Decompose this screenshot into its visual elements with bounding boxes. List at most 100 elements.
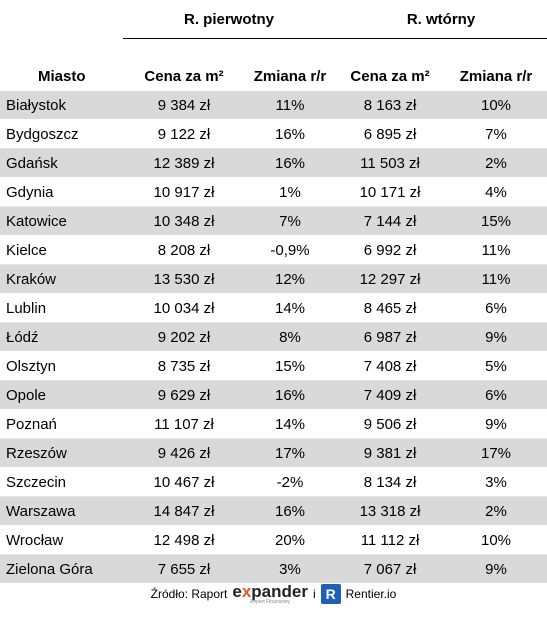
table-row: Zielona Góra 7 655 zł 3% 7 067 zł 9%	[0, 554, 547, 584]
city-cell: Poznań	[0, 409, 123, 439]
value-cell: 11%	[245, 91, 336, 120]
city-cell: Katowice	[0, 206, 123, 236]
table-row: Wrocław 12 498 zł 20% 11 112 zł 10%	[0, 525, 547, 555]
column-header: Zmiana r/r	[253, 68, 327, 85]
value-cell: 8 134 zł	[335, 467, 446, 497]
value-cell: 15%	[445, 206, 547, 236]
city-cell: Olsztyn	[0, 351, 123, 381]
price-table: R. pierwotny R. wtórny Miasto Cena za m² Z…	[0, 0, 547, 584]
value-cell: 9 506 zł	[335, 409, 446, 439]
table-row: Białystok 9 384 zł 11% 8 163 zł 10%	[0, 91, 547, 120]
table-row: Warszawa 14 847 zł 16% 13 318 zł 2%	[0, 496, 547, 526]
value-cell: 12 498 zł	[123, 525, 245, 555]
value-cell: 17%	[245, 438, 336, 468]
table-row: Rzeszów 9 426 zł 17% 9 381 zł 17%	[0, 438, 547, 468]
value-cell: 14%	[245, 409, 336, 439]
city-cell: Warszawa	[0, 496, 123, 526]
table-row: Kraków 13 530 zł 12% 12 297 zł 11%	[0, 264, 547, 294]
value-cell: 10 171 zł	[335, 177, 446, 207]
table-row: Bydgoszcz 9 122 zł 16% 6 895 zł 7%	[0, 119, 547, 149]
value-cell: 10 348 zł	[123, 206, 245, 236]
value-cell: 20%	[245, 525, 336, 555]
value-cell: 5%	[445, 351, 547, 381]
table-row: Łódź 9 202 zł 8% 6 987 zł 9%	[0, 322, 547, 352]
city-cell: Gdańsk	[0, 148, 123, 178]
column-header: Miasto	[38, 68, 86, 85]
value-cell: 9 381 zł	[335, 438, 446, 468]
value-cell: 9 122 zł	[123, 119, 245, 149]
group-header: R. pierwotny	[123, 0, 336, 39]
table-row: Lublin 10 034 zł 14% 8 465 zł 6%	[0, 293, 547, 323]
city-cell: Kielce	[0, 235, 123, 265]
value-cell: 10%	[445, 525, 547, 555]
value-cell: 16%	[245, 496, 336, 526]
city-cell: Zielona Góra	[0, 554, 123, 584]
column-header: Zmiana r/r	[459, 68, 533, 85]
value-cell: 16%	[245, 119, 336, 149]
value-cell: 7 655 zł	[123, 554, 245, 584]
value-cell: 14 847 zł	[123, 496, 245, 526]
source-footer: Źródło: Raport expander Expert Finansowy…	[0, 580, 547, 608]
value-cell: 10 917 zł	[123, 177, 245, 207]
value-cell: 7%	[245, 206, 336, 236]
column-header-row: Miasto Cena za m² Zmiana r/r Cena za m² Zmia…	[0, 39, 547, 92]
value-cell: 1%	[245, 177, 336, 207]
value-cell: 7 067 zł	[335, 554, 446, 584]
table-row: Gdańsk 12 389 zł 16% 11 503 zł 2%	[0, 148, 547, 178]
value-cell: 7%	[445, 119, 547, 149]
value-cell: 3%	[245, 554, 336, 584]
value-cell: 15%	[245, 351, 336, 381]
value-cell: -0,9%	[245, 235, 336, 265]
value-cell: 9%	[445, 554, 547, 584]
value-cell: 17%	[445, 438, 547, 468]
source-label: Źródło: Raport	[150, 587, 228, 601]
value-cell: 9 384 zł	[123, 91, 245, 120]
value-cell: 2%	[445, 496, 547, 526]
value-cell: 6 992 zł	[335, 235, 446, 265]
value-cell: 9 426 zł	[123, 438, 245, 468]
column-header: Cena za m²	[144, 68, 224, 85]
city-cell: Szczecin	[0, 467, 123, 497]
value-cell: 12%	[245, 264, 336, 294]
value-cell: 6%	[445, 293, 547, 323]
value-cell: 12 297 zł	[335, 264, 446, 294]
connector: i	[312, 587, 316, 601]
value-cell: 10 034 zł	[123, 293, 245, 323]
city-cell: Wrocław	[0, 525, 123, 555]
value-cell: 8 163 zł	[335, 91, 446, 120]
value-cell: 9 202 zł	[123, 322, 245, 352]
value-cell: 12 389 zł	[123, 148, 245, 178]
value-cell: 6 895 zł	[335, 119, 446, 149]
value-cell: 11%	[445, 235, 547, 265]
city-cell: Kraków	[0, 264, 123, 294]
value-cell: 11 503 zł	[335, 148, 446, 178]
value-cell: 6%	[445, 380, 547, 410]
value-cell: 9%	[445, 322, 547, 352]
logo-text: expander	[232, 582, 308, 601]
table-row: Katowice 10 348 zł 7% 7 144 zł 15%	[0, 206, 547, 236]
value-cell: 8%	[245, 322, 336, 352]
value-cell: -2%	[245, 467, 336, 497]
rentier-logo: Rentier.io	[345, 587, 397, 601]
table-row: Szczecin 10 467 zł -2% 8 134 zł 3%	[0, 467, 547, 497]
value-cell: 9%	[445, 409, 547, 439]
value-cell: 3%	[445, 467, 547, 497]
value-cell: 8 735 zł	[123, 351, 245, 381]
city-cell: Łódź	[0, 322, 123, 352]
value-cell: 10 467 zł	[123, 467, 245, 497]
table-row: Kielce 8 208 zł -0,9% 6 992 zł 11%	[0, 235, 547, 265]
value-cell: 2%	[445, 148, 547, 178]
value-cell: 9 629 zł	[123, 380, 245, 410]
city-cell: Lublin	[0, 293, 123, 323]
expander-logo: expander Expert Finansowy	[232, 583, 308, 605]
rentier-icon: R	[320, 584, 341, 604]
value-cell: 11%	[445, 264, 547, 294]
group-header: R. wtórny	[335, 0, 547, 39]
table-row: Opole 9 629 zł 16% 7 409 zł 6%	[0, 380, 547, 410]
value-cell: 8 465 zł	[335, 293, 446, 323]
city-cell: Bydgoszcz	[0, 119, 123, 149]
value-cell: 14%	[245, 293, 336, 323]
value-cell: 13 530 zł	[123, 264, 245, 294]
value-cell: 16%	[245, 148, 336, 178]
value-cell: 7 144 zł	[335, 206, 446, 236]
